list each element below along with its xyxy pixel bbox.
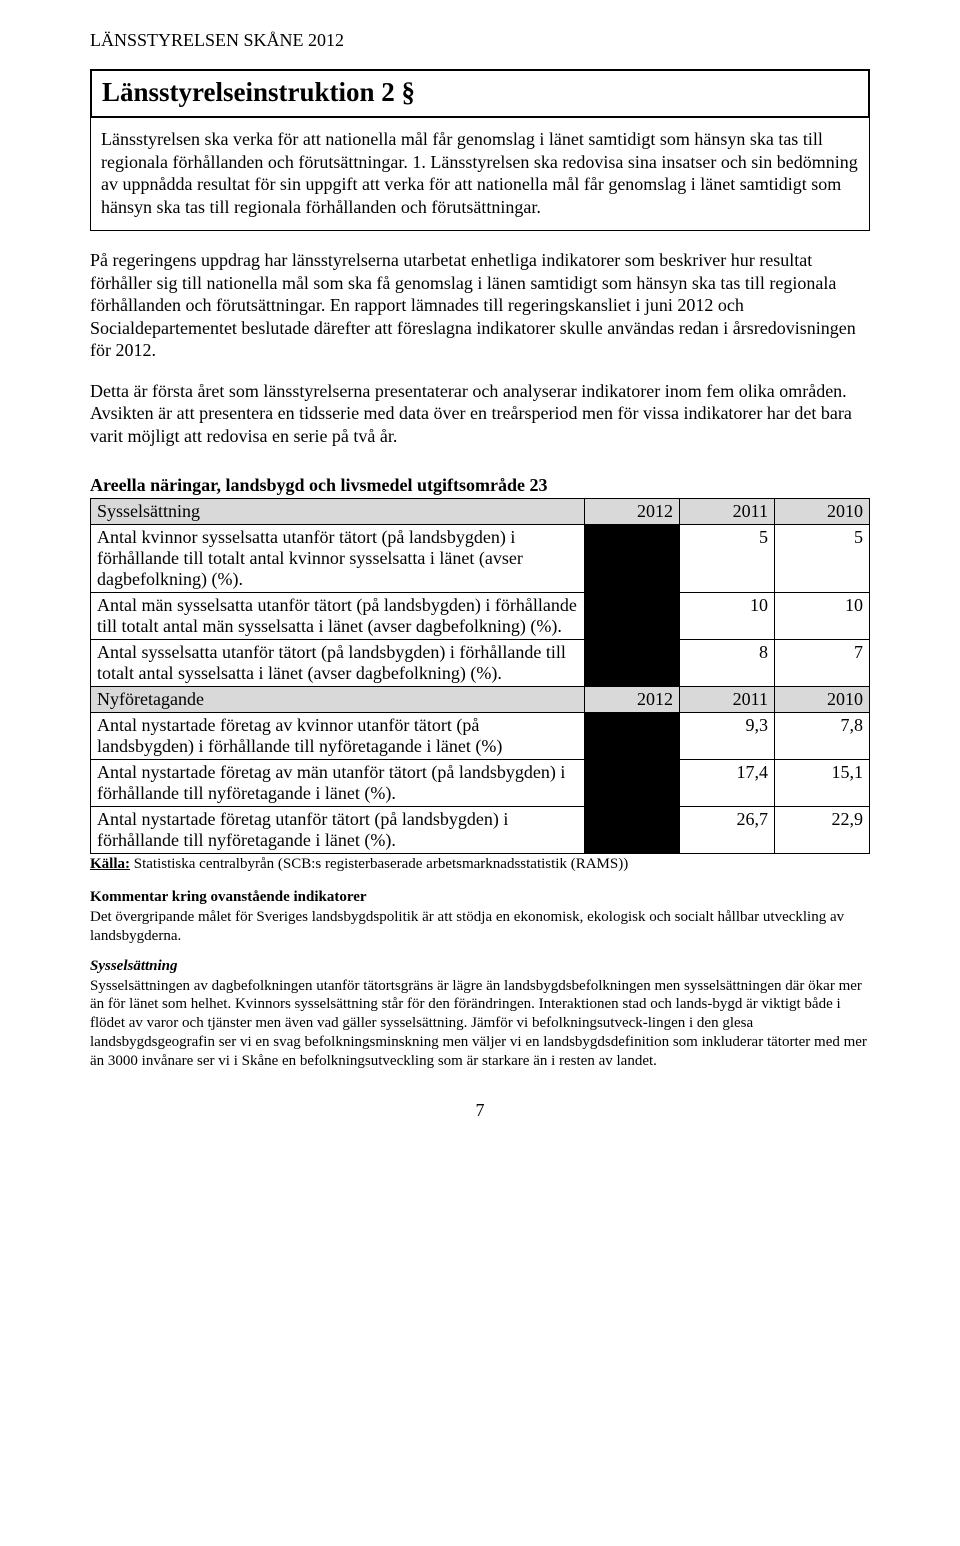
row-label: Antal kvinnor sysselsatta utanför tätort… [91, 525, 585, 593]
indicators-table: Sysselsättning 2012 2011 2010 Antal kvin… [90, 498, 870, 854]
table-section-heading: Areella näringar, landsbygd och livsmede… [90, 475, 870, 496]
table-row: Antal kvinnor sysselsatta utanför tätort… [91, 525, 870, 593]
redacted-cell [585, 713, 680, 760]
cell-value: 17,4 [680, 760, 775, 807]
title-box: Länsstyrelseinstruktion 2 § [90, 69, 870, 118]
table-row: Antal män sysselsatta utanför tätort (på… [91, 593, 870, 640]
table-row: Antal nystartade företag av män utanför … [91, 760, 870, 807]
paragraph-1: På regeringens uppdrag har länsstyrelser… [90, 249, 870, 362]
table-source: Källa: Statistiska centralbyrån (SCB:s r… [90, 856, 870, 873]
cell-value: 10 [775, 593, 870, 640]
year-col: 2010 [775, 499, 870, 525]
row-label: Antal nystartade företag av kvinnor utan… [91, 713, 585, 760]
row-label: Antal sysselsatta utanför tätort (på lan… [91, 640, 585, 687]
cell-value: 7,8 [775, 713, 870, 760]
year-col: 2012 [585, 499, 680, 525]
cell-value: 5 [775, 525, 870, 593]
redacted-cell [585, 640, 680, 687]
comment-text: Det övergripande målet för Sveriges land… [90, 908, 870, 946]
source-label: Källa: [90, 856, 130, 872]
title-text: Länsstyrelseinstruktion 2 § [102, 77, 415, 107]
redacted-cell [585, 593, 680, 640]
document-header: LÄNSSTYRELSEN SKÅNE 2012 [90, 30, 870, 51]
year-col: 2011 [680, 687, 775, 713]
cell-value: 22,9 [775, 807, 870, 854]
intro-box: Länsstyrelsen ska verka för att nationel… [90, 118, 870, 231]
sysselsattning-heading: Sysselsättning [90, 958, 870, 975]
table-subheader-employment: Sysselsättning 2012 2011 2010 [91, 499, 870, 525]
cell-value: 8 [680, 640, 775, 687]
cell-value: 7 [775, 640, 870, 687]
row-label: Antal nystartade företag utanför tätort … [91, 807, 585, 854]
redacted-cell [585, 807, 680, 854]
cell-value: 26,7 [680, 807, 775, 854]
cell-value: 5 [680, 525, 775, 593]
sysselsattning-text: Sysselsättningen av dagbefolkningen utan… [90, 977, 870, 1071]
table-row: Antal sysselsatta utanför tätort (på lan… [91, 640, 870, 687]
redacted-cell [585, 760, 680, 807]
cell-value: 10 [680, 593, 775, 640]
subheader-label: Sysselsättning [91, 499, 585, 525]
paragraph-2: Detta är första året som länsstyrelserna… [90, 380, 870, 448]
redacted-cell [585, 525, 680, 593]
row-label: Antal nystartade företag av män utanför … [91, 760, 585, 807]
table-subheader-entrepreneurship: Nyföretagande 2012 2011 2010 [91, 687, 870, 713]
page-number: 7 [90, 1100, 870, 1121]
cell-value: 9,3 [680, 713, 775, 760]
cell-value: 15,1 [775, 760, 870, 807]
table-row: Antal nystartade företag av kvinnor utan… [91, 713, 870, 760]
year-col: 2010 [775, 687, 870, 713]
comment-heading: Kommentar kring ovanstående indikatorer [90, 889, 870, 906]
year-col: 2011 [680, 499, 775, 525]
year-col: 2012 [585, 687, 680, 713]
table-row: Antal nystartade företag utanför tätort … [91, 807, 870, 854]
subheader-label: Nyföretagande [91, 687, 585, 713]
source-text: Statistiska centralbyrån (SCB:s register… [130, 856, 628, 872]
row-label: Antal män sysselsatta utanför tätort (på… [91, 593, 585, 640]
